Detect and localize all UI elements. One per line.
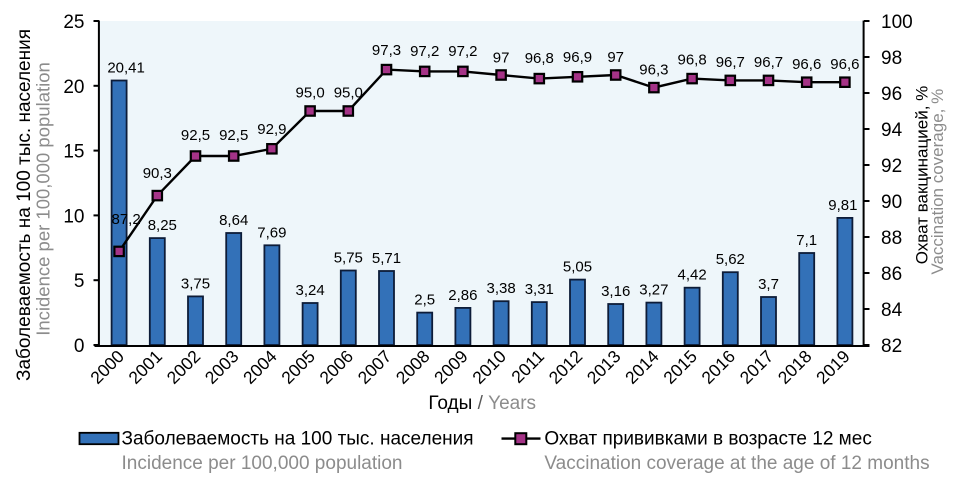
svg-text:2,5: 2,5 bbox=[414, 292, 435, 309]
svg-text:96,7: 96,7 bbox=[716, 54, 745, 71]
svg-text:Vaccination coverage, %: Vaccination coverage, % bbox=[928, 89, 947, 275]
svg-text:Заболеваемость на 100 тыс. нас: Заболеваемость на 100 тыс. населения bbox=[122, 428, 474, 449]
svg-text:Vaccination coverage at the ag: Vaccination coverage at the age of 12 mo… bbox=[544, 453, 929, 474]
svg-text:87,2: 87,2 bbox=[111, 211, 140, 228]
svg-text:92,5: 92,5 bbox=[219, 127, 248, 144]
svg-text:5,05: 5,05 bbox=[563, 259, 592, 276]
svg-text:90: 90 bbox=[881, 192, 902, 213]
svg-text:3,75: 3,75 bbox=[181, 275, 210, 292]
svg-text:Заболеваемость на 100 тыс. нас: Заболеваемость на 100 тыс. населения bbox=[14, 29, 35, 381]
svg-text:90,3: 90,3 bbox=[143, 165, 172, 182]
svg-text:Охват прививками в возрасте 12: Охват прививками в возрасте 12 мес bbox=[544, 428, 871, 449]
svg-text:Incidence per 100,000 populati: Incidence per 100,000 population bbox=[33, 62, 54, 336]
svg-text:20,41: 20,41 bbox=[107, 60, 145, 77]
svg-text:88: 88 bbox=[881, 228, 902, 249]
svg-text:86: 86 bbox=[881, 264, 902, 285]
svg-text:97,2: 97,2 bbox=[410, 43, 439, 60]
svg-text:5,62: 5,62 bbox=[716, 251, 745, 268]
svg-text:0: 0 bbox=[74, 336, 85, 357]
svg-text:95,0: 95,0 bbox=[334, 85, 363, 102]
svg-text:8,25: 8,25 bbox=[148, 217, 177, 234]
svg-text:Incidence per 100,000 populati: Incidence per 100,000 population bbox=[122, 453, 403, 474]
svg-text:94: 94 bbox=[881, 120, 903, 141]
svg-text:7,1: 7,1 bbox=[796, 232, 817, 249]
svg-text:5: 5 bbox=[74, 271, 85, 292]
svg-text:4,42: 4,42 bbox=[677, 267, 706, 284]
svg-text:98: 98 bbox=[881, 48, 902, 69]
svg-text:5,75: 5,75 bbox=[334, 250, 363, 267]
svg-text:96,8: 96,8 bbox=[677, 52, 706, 69]
svg-text:96,7: 96,7 bbox=[754, 54, 783, 71]
svg-text:97: 97 bbox=[607, 49, 624, 66]
svg-text:9,81: 9,81 bbox=[828, 197, 857, 214]
svg-text:20: 20 bbox=[63, 77, 84, 98]
svg-text:92,9: 92,9 bbox=[257, 121, 286, 138]
svg-text:96: 96 bbox=[881, 84, 902, 105]
svg-text:8,64: 8,64 bbox=[219, 212, 248, 229]
svg-text:96,6: 96,6 bbox=[830, 56, 859, 73]
svg-text:96,3: 96,3 bbox=[639, 62, 668, 79]
svg-text:3,16: 3,16 bbox=[601, 283, 630, 300]
svg-text:Охват вакцинацией, %: Охват вакцинацией, % bbox=[913, 86, 932, 265]
svg-text:96,8: 96,8 bbox=[525, 50, 554, 67]
svg-text:97: 97 bbox=[493, 50, 510, 67]
svg-text:Годы / Years: Годы / Years bbox=[428, 393, 536, 414]
svg-text:3,24: 3,24 bbox=[295, 282, 324, 299]
svg-text:95,0: 95,0 bbox=[295, 85, 324, 102]
svg-text:97,3: 97,3 bbox=[372, 42, 401, 59]
svg-text:7,69: 7,69 bbox=[257, 224, 286, 241]
svg-text:3,38: 3,38 bbox=[486, 280, 515, 297]
svg-text:82: 82 bbox=[881, 336, 902, 357]
svg-text:96,6: 96,6 bbox=[792, 56, 821, 73]
svg-text:96,9: 96,9 bbox=[563, 49, 592, 66]
svg-text:92: 92 bbox=[881, 156, 902, 177]
svg-text:5,71: 5,71 bbox=[372, 250, 401, 267]
svg-text:2,86: 2,86 bbox=[448, 287, 477, 304]
svg-text:25: 25 bbox=[63, 12, 84, 33]
svg-text:97,2: 97,2 bbox=[448, 43, 477, 60]
svg-text:3,27: 3,27 bbox=[639, 282, 668, 299]
svg-text:92,5: 92,5 bbox=[181, 127, 210, 144]
svg-text:3,7: 3,7 bbox=[758, 276, 779, 293]
svg-text:84: 84 bbox=[881, 300, 903, 321]
svg-text:100: 100 bbox=[881, 12, 913, 33]
svg-text:15: 15 bbox=[63, 142, 84, 163]
svg-text:10: 10 bbox=[63, 206, 84, 227]
svg-text:3,31: 3,31 bbox=[525, 281, 554, 298]
